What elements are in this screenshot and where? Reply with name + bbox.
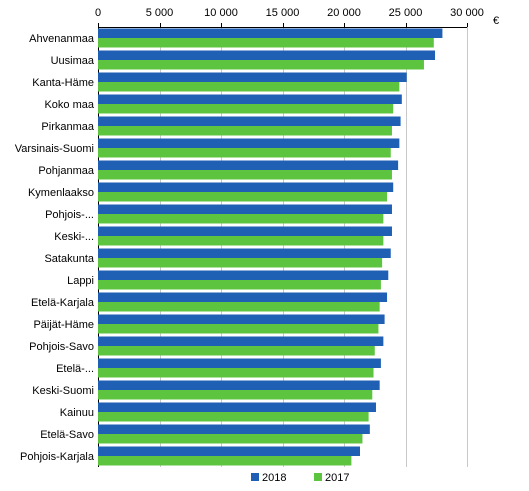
category-label: Satakunta [44,253,94,265]
bar-2018 [98,358,381,368]
legend-swatch-2018 [251,473,259,481]
x-tick-label: 0 [95,7,101,19]
bar-2018 [98,446,360,456]
bar-2018 [98,50,436,60]
x-tick-label: 15 000 [266,7,300,19]
category-label: Etelä-... [56,363,94,375]
bar-2017 [98,324,379,334]
legend-label-2018: 2018 [262,472,286,484]
legend-label-2017: 2017 [325,472,349,484]
x-tick-label: 30 000 [450,7,484,19]
legend-swatch-2017 [314,473,322,481]
category-label: Pohjanmaa [38,165,95,177]
bar-2017 [98,148,391,158]
unit-label: € [493,15,499,27]
bar-2018 [98,72,407,82]
bar-2017 [98,170,392,180]
legend: 2018 2017 [251,472,349,484]
category-label: Pirkanmaa [41,121,94,133]
category-label: Keski-Suomi [32,385,94,397]
category-label: Pohjois-Karjala [20,451,95,463]
x-tick-label: 5 000 [146,7,174,19]
category-label: Etelä-Karjala [31,297,95,309]
bar-2018 [98,28,443,38]
category-label: Päijät-Häme [33,319,94,331]
bar-2018 [98,182,394,192]
bar-2017 [98,236,384,246]
bar-2018 [98,380,380,390]
bar-2017 [98,192,388,202]
gridlines [98,27,468,467]
category-label: Pohjois-Savo [29,341,94,353]
bar-2018 [98,336,384,346]
category-label: Etelä-Savo [40,429,94,441]
bar-2017 [98,302,380,312]
bar-2018 [98,402,376,412]
bar-2017 [98,60,424,70]
bar-2018 [98,160,399,170]
y-axis-category-labels: Ahvenanmaa Uusimaa Kanta-Häme Koko maa Pirka… [15,33,95,463]
category-label: Koko maa [44,99,94,111]
bar-2017 [98,258,383,268]
category-label: Kymenlaakso [28,187,94,199]
bars [98,28,443,466]
x-tick-label: 20 000 [327,7,361,19]
bar-2017 [98,104,394,114]
category-label: Varsinais-Suomi [15,143,94,155]
bar-2018 [98,204,392,214]
bar-2018 [98,270,389,280]
category-label: Kanta-Häme [32,77,94,89]
category-label: Lappi [67,275,94,287]
bar-2017 [98,368,374,378]
category-label: Keski-... [54,231,94,243]
x-tick-label: 10 000 [204,7,238,19]
bar-2017 [98,214,384,224]
bar-2018 [98,116,401,126]
bar-2018 [98,94,402,104]
bar-2017 [98,434,363,444]
category-label: Pohjois-... [45,209,94,221]
bar-2017 [98,280,381,290]
category-label: Ahvenanmaa [29,33,95,45]
x-axis-ticks: 0 5 000 10 000 15 000 20 000 25 000 30 000 [95,7,484,28]
category-label: Uusimaa [51,55,95,67]
bar-2018 [98,292,388,302]
bar-2018 [98,226,392,236]
x-tick-label: 25 000 [389,7,423,19]
bar-2017 [98,390,373,400]
bar-2017 [98,412,369,422]
category-label: Kainuu [60,407,94,419]
bar-2017 [98,126,392,136]
bar-2017 [98,38,434,48]
bar-2017 [98,82,400,92]
bar-2017 [98,456,352,466]
bar-2018 [98,424,370,434]
bar-2018 [98,138,400,148]
bar-2018 [98,314,385,324]
bar-2018 [98,248,391,258]
bar-2017 [98,346,375,356]
